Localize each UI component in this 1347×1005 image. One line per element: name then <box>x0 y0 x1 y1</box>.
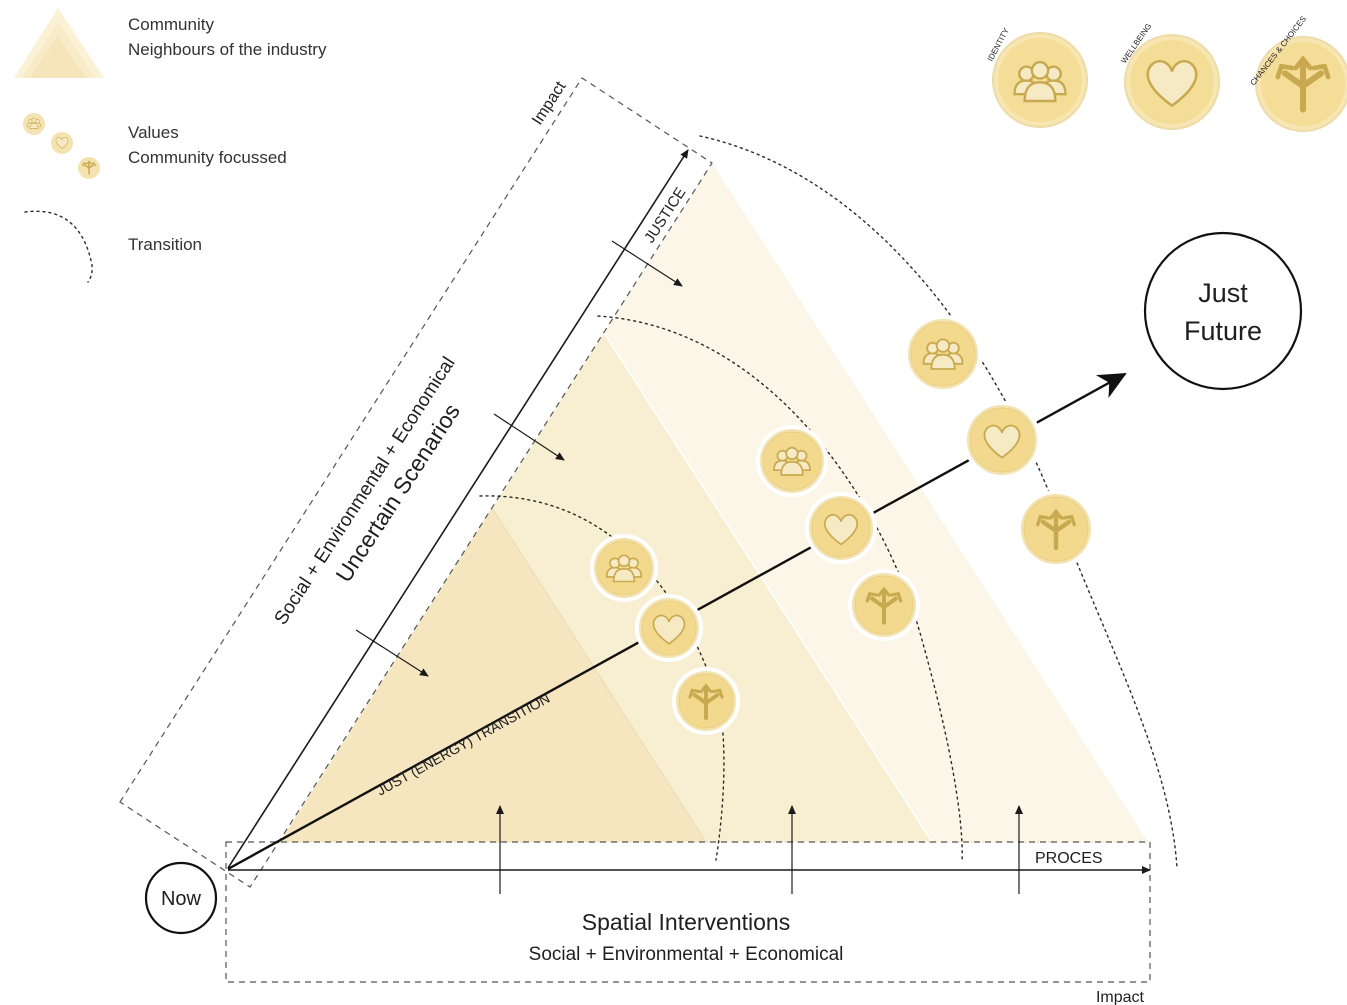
badge-wellbeing: WELLBEING <box>1119 22 1220 130</box>
value-coins <box>590 315 1095 735</box>
impact-bottom-label: Impact <box>1096 989 1145 1005</box>
justice-input-arrow-3 <box>355 629 429 677</box>
just-future-line2: Future <box>1184 316 1262 346</box>
justice-input-arrow-2 <box>493 413 565 461</box>
transition-arc-1 <box>479 495 725 861</box>
legend-values-title: Values <box>128 123 179 142</box>
identity-community-icon <box>1013 61 1067 103</box>
impact-frame-bottom <box>225 841 1151 983</box>
value-badges: IDENTITY WELLBEING CHANCES & CHOICES <box>986 14 1347 132</box>
legend: Community Neighbours of the industry Val… <box>14 8 327 283</box>
legend-community-title: Community <box>128 15 214 34</box>
proces-label: PROCES <box>1035 850 1103 867</box>
spatial-title: Spatial Interventions <box>582 909 790 935</box>
now-label: Now <box>161 888 202 910</box>
just-future-line1: Just <box>1198 278 1248 308</box>
community-icon <box>605 554 643 583</box>
justice-axis-arrow <box>227 149 689 869</box>
community-icon <box>773 446 811 476</box>
justice-input-arrow-1 <box>611 240 683 287</box>
impact-frame-diagonal <box>119 77 713 888</box>
coin-group-1 <box>590 534 740 735</box>
coin-group-3 <box>904 315 1095 568</box>
legend-transition-arc <box>24 210 93 283</box>
legend-community-sub: Neighbours of the industry <box>128 40 327 59</box>
impact-top-label: Impact <box>529 78 570 128</box>
community-icon <box>922 338 964 370</box>
badge-identity: IDENTITY <box>986 26 1088 128</box>
legend-values-sub: Community focussed <box>128 148 287 167</box>
now-node: Now <box>144 861 218 935</box>
triangle-inner <box>280 508 706 842</box>
badge-chances: CHANCES & CHOICES <box>1248 14 1347 132</box>
coin-group-2 <box>756 425 920 641</box>
spatial-sub: Social + Environmental + Economical <box>529 944 844 965</box>
legend-community-swatch <box>14 8 104 78</box>
community-triangles <box>280 163 1148 843</box>
transition-arc-2 <box>597 315 963 863</box>
scenarios-line1: Social + Environmental + Economical <box>271 353 460 628</box>
transition-arc-3 <box>699 135 1178 869</box>
legend-transition-label: Transition <box>128 235 202 254</box>
legend-values-coins <box>19 109 104 183</box>
just-future-node: Just Future <box>1143 231 1303 391</box>
